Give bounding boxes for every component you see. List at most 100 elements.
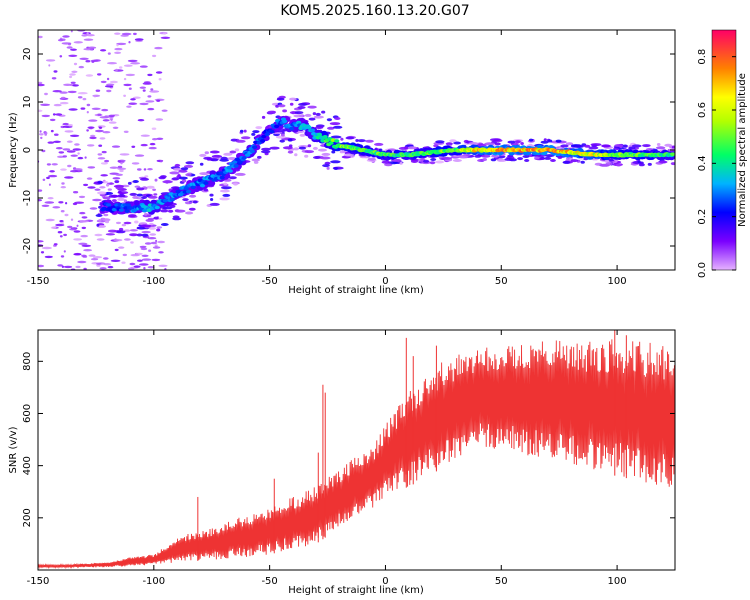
spectrogram-speckle bbox=[118, 159, 126, 162]
spectrogram-speckle bbox=[114, 180, 120, 184]
spectrogram-speckle bbox=[108, 121, 117, 124]
spectrogram-speckle bbox=[220, 156, 228, 160]
spectrogram-speckle bbox=[399, 161, 403, 165]
spectrogram-speckle bbox=[199, 172, 210, 176]
spectrogram-speckle bbox=[615, 163, 622, 167]
spectrogram-speckle bbox=[129, 262, 136, 266]
spectrogram-speckle bbox=[83, 38, 94, 41]
spectrogram-speckle bbox=[156, 226, 163, 229]
spectrogram-speckle bbox=[85, 60, 91, 63]
spectrogram-speckle bbox=[66, 150, 76, 153]
spectrogram-speckle bbox=[49, 118, 56, 122]
spectrogram-speckle bbox=[39, 133, 44, 136]
spectrogram-speckle bbox=[73, 62, 78, 66]
spectrogram-speckle bbox=[70, 30, 73, 33]
spectrogram-speckle bbox=[100, 80, 107, 84]
spectrogram-speckle bbox=[50, 129, 54, 133]
spectrogram-speckle bbox=[445, 142, 453, 146]
spectrogram-speckle bbox=[151, 127, 157, 130]
x-tick-label: -100 bbox=[142, 276, 165, 287]
spectrogram-speckle bbox=[423, 159, 430, 163]
spectrogram-speckle bbox=[321, 152, 331, 156]
spectrogram-speckle bbox=[312, 146, 318, 150]
spectrogram-speckle bbox=[155, 239, 158, 243]
y-tick-label: -20 bbox=[22, 238, 33, 254]
y-tick-label: 10 bbox=[22, 96, 33, 109]
spectrogram-speckle bbox=[38, 83, 45, 87]
spectrogram-speckle bbox=[66, 140, 73, 143]
spectrogram-speckle bbox=[117, 191, 129, 195]
snr-y-axis-label: SNR (v/v) bbox=[8, 426, 19, 473]
spectrogram-speckle bbox=[38, 189, 43, 192]
spectrogram-speckle bbox=[67, 225, 73, 229]
spectrogram-speckle bbox=[89, 136, 97, 140]
spectrogram-speckle bbox=[134, 185, 141, 188]
spectrogram-speckle bbox=[239, 129, 244, 133]
spectrogram-speckle bbox=[61, 265, 65, 268]
spectrogram-speckle bbox=[53, 70, 58, 73]
spectrogram-speckle bbox=[148, 249, 152, 252]
spectrogram-speckle bbox=[152, 138, 158, 141]
spectrogram-speckle bbox=[605, 162, 613, 166]
spectrogram-speckle bbox=[144, 242, 152, 245]
spectrogram-speckle bbox=[83, 249, 92, 252]
spectrogram-speckle bbox=[77, 152, 80, 155]
spectrogram-speckle bbox=[115, 173, 123, 176]
spectrogram-speckle bbox=[324, 161, 331, 165]
spectrogram-speckle bbox=[38, 240, 44, 243]
spectrogram-speckle bbox=[154, 178, 158, 182]
y-tick-label: 600 bbox=[22, 404, 33, 423]
spectrogram-speckle bbox=[91, 258, 99, 261]
spectrogram-speckle bbox=[378, 148, 383, 152]
spectrogram-speckle bbox=[339, 150, 345, 154]
spectrogram-speckle bbox=[96, 262, 102, 265]
spectrogram-speckle bbox=[557, 156, 563, 159]
spectrogram-speckle bbox=[72, 202, 78, 206]
spectrogram-cell bbox=[219, 175, 225, 180]
spectrogram-speckle bbox=[670, 162, 675, 166]
spectrogram-speckle bbox=[115, 230, 126, 234]
spectrogram-speckle bbox=[50, 226, 57, 229]
snr-x-axis-label: Height of straight line (km) bbox=[288, 585, 424, 596]
spectrogram-speckle bbox=[62, 35, 70, 38]
spectrogram-speckle bbox=[62, 155, 67, 158]
spectrogram-speckle bbox=[227, 157, 237, 160]
y-tick-label: 20 bbox=[22, 48, 33, 61]
spectrogram-speckle bbox=[453, 141, 461, 145]
spectrogram-speckle bbox=[261, 150, 271, 154]
snr-marks bbox=[38, 330, 675, 570]
spectrogram-speckle bbox=[142, 82, 152, 85]
spectrogram-speckle bbox=[97, 157, 106, 160]
spectrogram-speckle bbox=[152, 54, 157, 58]
spectrogram-speckle bbox=[184, 201, 193, 205]
spectrogram-speckle bbox=[57, 231, 63, 234]
colorbar-label: Normalized spectral amplitude bbox=[737, 73, 748, 227]
spectrogram-speckle bbox=[294, 153, 298, 157]
x-tick-label: 50 bbox=[495, 576, 508, 587]
spectrogram-speckle bbox=[79, 220, 89, 223]
spectrogram-y-axis-label: Frequency (Hz) bbox=[8, 112, 19, 188]
spectrogram-speckle bbox=[155, 71, 163, 74]
spectrogram-speckle bbox=[81, 254, 87, 257]
spectrogram-speckle bbox=[77, 156, 84, 160]
spectrogram-speckle bbox=[63, 83, 73, 87]
spectrogram-speckle bbox=[61, 221, 64, 225]
spectrogram-speckle bbox=[116, 44, 119, 47]
spectrogram-speckle bbox=[550, 159, 556, 162]
spectrogram-speckle bbox=[121, 223, 127, 227]
spectrogram-speckle bbox=[494, 142, 501, 146]
spectrogram-speckle bbox=[53, 243, 58, 246]
spectrogram-speckle bbox=[61, 182, 65, 185]
spectrogram-speckle bbox=[139, 65, 148, 68]
spectrogram-speckle bbox=[87, 144, 95, 147]
spectrogram-speckle bbox=[129, 233, 138, 237]
y-tick-label: 400 bbox=[22, 456, 33, 475]
spectrogram-speckle bbox=[132, 195, 139, 199]
spectrogram-speckle bbox=[261, 115, 266, 119]
spectrogram-speckle bbox=[64, 130, 74, 133]
spectrogram-speckle bbox=[95, 89, 101, 92]
spectrogram-speckle bbox=[134, 38, 144, 41]
spectrogram-speckle bbox=[38, 264, 45, 268]
spectrogram-speckle bbox=[160, 36, 171, 39]
spectrogram-speckle bbox=[92, 94, 101, 98]
